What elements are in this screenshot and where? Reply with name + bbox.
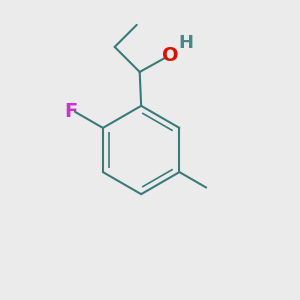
Text: H: H [178,34,194,52]
Text: F: F [64,102,77,121]
Text: O: O [162,46,179,65]
